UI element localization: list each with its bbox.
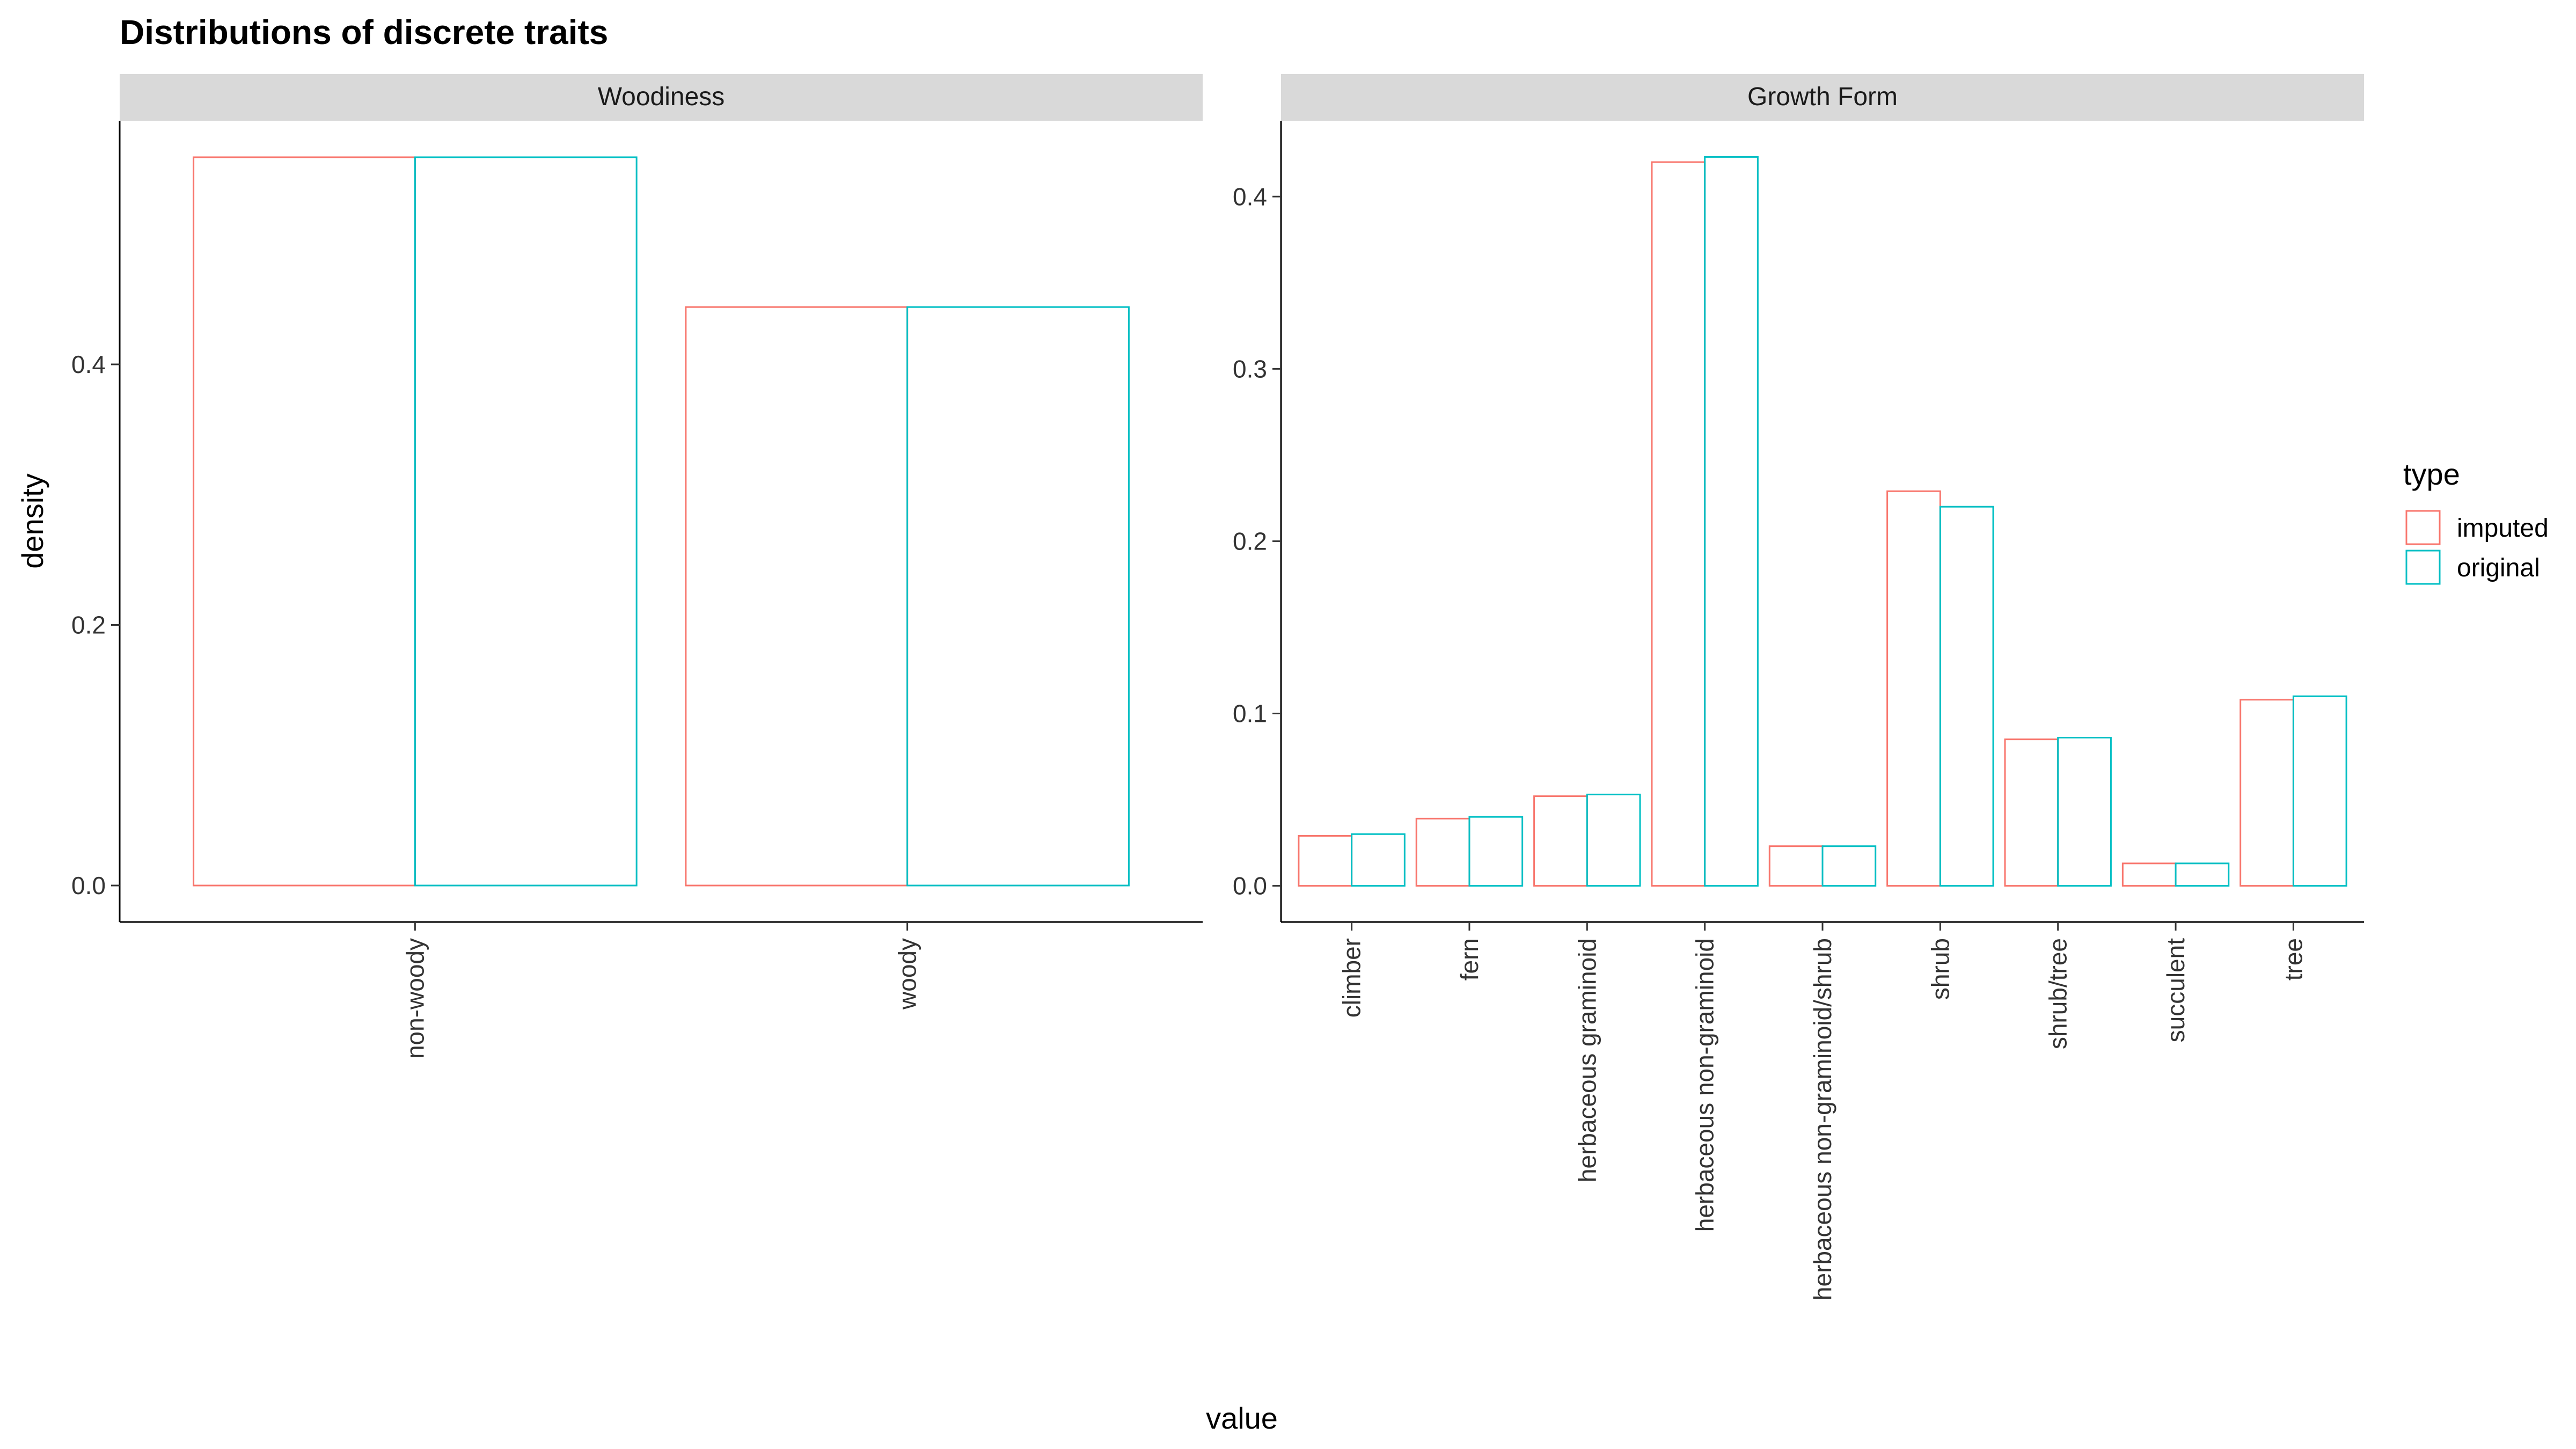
x-tick-label-herbaceous-graminoid: herbaceous graminoid — [1573, 938, 1601, 1182]
legend-title: type — [2403, 457, 2460, 491]
y-tick-label: 0.4 — [1233, 182, 1267, 210]
bar-original-succulent — [2175, 862, 2230, 887]
x-ticks: climber fern herbaceous graminoid herbaceou… — [1338, 922, 2307, 1300]
facet-strip-label: Woodiness — [598, 83, 725, 111]
x-ticks: non-woody woody — [401, 922, 921, 1059]
x-tick-label-tree: tree — [2279, 938, 2307, 980]
bar-original-tree — [2292, 695, 2347, 887]
y-tick-label: 0.4 — [71, 350, 106, 378]
legend-item-original: original — [2405, 550, 2540, 585]
y-tick-label: 0.1 — [1233, 699, 1267, 727]
x-tick-label-shrub-tree: shrub/tree — [2044, 938, 2072, 1049]
bar-original-woody — [906, 306, 1130, 887]
bar-imputed-shrub-tree — [2004, 738, 2059, 887]
bar-imputed-herbaceous-non-graminoid-shrub — [1768, 845, 1824, 887]
bars — [193, 156, 1130, 887]
y-ticks: 0.0 0.2 0.4 — [71, 350, 120, 899]
x-axis-title: value — [1206, 1401, 1278, 1435]
bar-original-herbaceous-graminoid — [1586, 793, 1641, 887]
y-tick-label: 0.0 — [1233, 872, 1267, 900]
bar-original-herbaceous-non-graminoid-shrub — [1821, 845, 1877, 887]
bar-original-shrub-tree — [2057, 736, 2112, 887]
y-tick-label: 0.2 — [71, 611, 106, 639]
bar-imputed-tree — [2240, 699, 2294, 887]
bar-imputed-shrub — [1886, 490, 1941, 887]
legend-item-imputed: imputed — [2405, 510, 2549, 545]
legend-label-imputed: imputed — [2457, 514, 2549, 543]
y-tick-label: 0.2 — [1233, 527, 1267, 555]
legend-label-original: original — [2457, 554, 2540, 582]
x-tick-label-herbaceous-non-graminoid: herbaceous non-graminoid — [1691, 938, 1719, 1232]
legend: type imputed original — [2403, 457, 2549, 585]
facet-panel-growth-form: Growth Form 0.0 0.1 0.2 0.3 0.4 climber fern h… — [1233, 74, 2364, 1300]
chart-title: Distributions of discrete traits — [120, 13, 608, 52]
bar-original-fern — [1468, 816, 1524, 887]
facet-panel-woodiness: Woodiness 0.0 0.2 0.4 non-woody woody — [71, 74, 1203, 1059]
facet-strip-label: Growth Form — [1747, 83, 1898, 111]
x-tick-label-woody: woody — [894, 938, 921, 1010]
bars — [1298, 156, 2347, 887]
bar-original-climber — [1351, 833, 1406, 887]
x-tick-label-herbaceous-non-graminoid-shrub: herbaceous non-graminoid/shrub — [1809, 938, 1836, 1300]
bar-original-non-woody — [414, 156, 638, 887]
y-ticks: 0.0 0.1 0.2 0.3 0.4 — [1233, 182, 1281, 900]
x-tick-label-shrub: shrub — [1926, 938, 1954, 1000]
x-tick-label-fern: fern — [1455, 938, 1483, 980]
bar-imputed-herbaceous-graminoid — [1533, 795, 1588, 887]
bar-imputed-succulent — [2121, 862, 2177, 887]
y-tick-label: 0.0 — [71, 872, 106, 899]
facet-strip-background — [120, 74, 1203, 121]
legend-key-original — [2405, 550, 2441, 585]
x-tick-label-succulent: succulent — [2162, 938, 2190, 1043]
bar-imputed-fern — [1415, 817, 1470, 887]
x-tick-label-non-woody: non-woody — [401, 938, 429, 1059]
bar-original-shrub — [1939, 506, 1994, 887]
bar-imputed-herbaceous-non-graminoid — [1651, 161, 1706, 887]
bar-imputed-woody — [685, 306, 909, 887]
y-tick-label: 0.3 — [1233, 355, 1267, 383]
legend-key-imputed — [2405, 510, 2441, 545]
x-tick-label-climber: climber — [1338, 938, 1366, 1018]
bar-original-herbaceous-non-graminoid — [1704, 156, 1759, 887]
y-axis-title: density — [16, 473, 49, 568]
bar-imputed-non-woody — [193, 156, 416, 887]
facet-strip-background — [1281, 74, 2364, 121]
bar-imputed-climber — [1298, 835, 1353, 887]
